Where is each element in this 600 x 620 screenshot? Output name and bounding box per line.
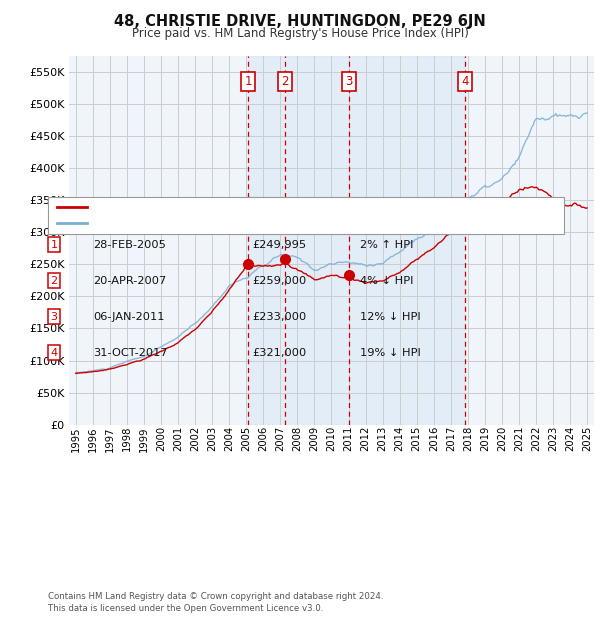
Text: £259,000: £259,000: [252, 276, 306, 286]
Text: 20-APR-2007: 20-APR-2007: [93, 276, 166, 286]
Text: 4% ↓ HPI: 4% ↓ HPI: [360, 276, 413, 286]
Text: 28-FEB-2005: 28-FEB-2005: [93, 240, 166, 250]
Text: £249,995: £249,995: [252, 240, 306, 250]
Bar: [248, 56, 465, 425]
Text: 12% ↓ HPI: 12% ↓ HPI: [360, 312, 421, 322]
Text: 3: 3: [50, 312, 58, 322]
Text: 48, CHRISTIE DRIVE, HUNTINGDON, PE29 6JN (detached house): 48, CHRISTIE DRIVE, HUNTINGDON, PE29 6JN…: [91, 202, 438, 212]
Text: 4: 4: [461, 75, 469, 88]
Text: HPI: Average price, detached house, Huntingdonshire: HPI: Average price, detached house, Hunt…: [91, 218, 384, 228]
Text: 2: 2: [50, 276, 58, 286]
Text: 4: 4: [50, 348, 58, 358]
Text: 48, CHRISTIE DRIVE, HUNTINGDON, PE29 6JN: 48, CHRISTIE DRIVE, HUNTINGDON, PE29 6JN: [114, 14, 486, 29]
Text: 2: 2: [281, 75, 289, 88]
Text: 2% ↑ HPI: 2% ↑ HPI: [360, 240, 413, 250]
Text: Price paid vs. HM Land Registry's House Price Index (HPI): Price paid vs. HM Land Registry's House …: [131, 27, 469, 40]
Text: Contains HM Land Registry data © Crown copyright and database right 2024.
This d: Contains HM Land Registry data © Crown c…: [48, 591, 383, 613]
Text: 31-OCT-2017: 31-OCT-2017: [93, 348, 167, 358]
Text: 1: 1: [50, 240, 58, 250]
Text: £233,000: £233,000: [252, 312, 306, 322]
Text: 19% ↓ HPI: 19% ↓ HPI: [360, 348, 421, 358]
Text: 06-JAN-2011: 06-JAN-2011: [93, 312, 164, 322]
Text: 1: 1: [245, 75, 252, 88]
Text: 3: 3: [345, 75, 352, 88]
Text: £321,000: £321,000: [252, 348, 306, 358]
